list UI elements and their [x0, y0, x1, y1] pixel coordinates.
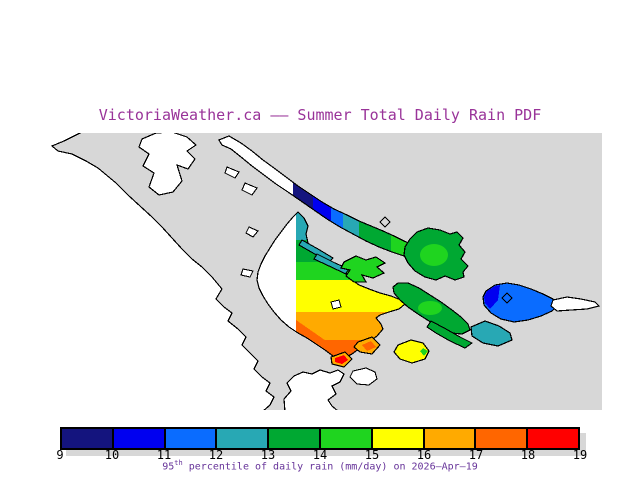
colorbar-tick-label: 9 [56, 448, 64, 462]
colorbar-segment [269, 429, 321, 448]
station-diamond-icon [379, 216, 391, 228]
colorbar-segment [424, 429, 477, 448]
colorbar-tick-label: 11 [156, 448, 172, 462]
red-islet-core [335, 355, 348, 364]
pender-inner-band [418, 301, 442, 315]
colorbar-tick-label: 18 [520, 448, 536, 462]
rain-map [48, 133, 602, 410]
colorbar [60, 427, 580, 450]
mayne-inner-band [420, 244, 448, 266]
thetis-island [138, 133, 197, 196]
colorbar-segment [62, 429, 114, 448]
orange-islet-inner [362, 341, 376, 351]
colorbar-segment [165, 429, 218, 448]
colorbar-tick-label: 12 [208, 448, 224, 462]
white-islet [240, 268, 254, 278]
station-diamond-icon [501, 292, 513, 304]
prevost-island [340, 255, 387, 283]
colorbar-segment [476, 429, 529, 448]
caption-text: percentile of daily rain (mm/day) on 202… [182, 461, 478, 473]
parker-islet [313, 253, 353, 275]
colorbar-tick-label: 10 [104, 448, 120, 462]
colorbar-tick-label: 19 [572, 448, 588, 462]
colorbar-segment [113, 429, 166, 448]
colorbar-tick-label: 15 [364, 448, 380, 462]
caption-value: 95 [162, 461, 175, 473]
vancouver-island-land [48, 133, 275, 410]
saturna-island [482, 282, 559, 323]
yellow-islet-green-spot [420, 348, 428, 356]
white-islet [245, 226, 259, 238]
saltspring-lake [330, 299, 342, 310]
white-islet [224, 166, 240, 179]
yellow-islet [393, 339, 430, 364]
white-islet [349, 367, 378, 386]
white-islet [241, 182, 258, 196]
colorbar-tick-label: 16 [416, 448, 432, 462]
colorbar-tick-label: 13 [260, 448, 276, 462]
colorbar-segment [372, 429, 425, 448]
colorbar-ticks: 9 10 11 12 13 14 15 16 17 18 19 [56, 448, 587, 462]
colorbar-segment [217, 429, 270, 448]
saanich-land [283, 369, 345, 410]
colorbar-segment [528, 429, 578, 448]
saturna-white-tip [550, 296, 601, 312]
saturna-west-band [484, 285, 500, 309]
colorbar-tick-label: 14 [312, 448, 328, 462]
colorbar-caption: 95th percentile of daily rain (mm/day) o… [0, 459, 640, 472]
page-title: VictoriaWeather.ca –– Summer Total Daily… [98, 106, 542, 124]
caption-superscript: th [174, 459, 183, 467]
teal-island [470, 320, 513, 347]
colorbar-tick-label: 17 [468, 448, 484, 462]
colorbar-segment [320, 429, 373, 448]
south-pender-sliver [426, 320, 474, 349]
